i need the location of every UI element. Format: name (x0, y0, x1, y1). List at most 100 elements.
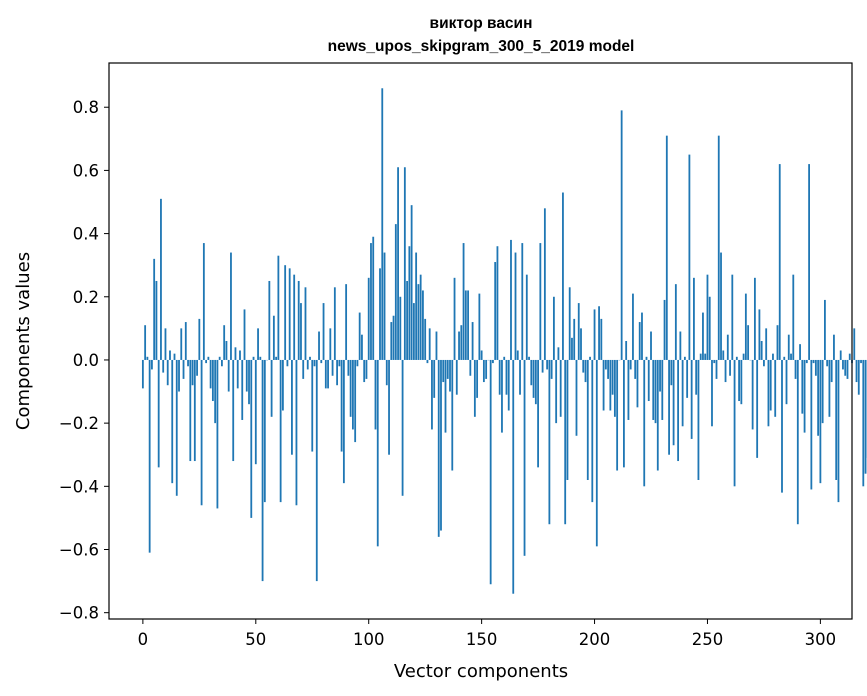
bar-273 (758, 309, 761, 360)
bar-119 (410, 205, 413, 360)
bar-224 (647, 359, 650, 402)
bar-295 (808, 164, 810, 360)
bar-304 (828, 359, 831, 417)
bar-70 (300, 303, 302, 360)
bar-306 (833, 334, 835, 360)
bar-280 (774, 359, 777, 417)
bar-94 (354, 359, 357, 443)
bar-301 (821, 359, 824, 424)
bar-110 (390, 322, 393, 360)
bar-120 (412, 303, 415, 360)
bar-84 (331, 359, 334, 376)
bar-216 (629, 359, 632, 370)
bar-234 (670, 359, 673, 386)
bar-308 (837, 359, 840, 503)
bar-179 (546, 359, 549, 370)
bar-114 (399, 296, 402, 360)
bar-266 (742, 353, 745, 360)
bar-220 (638, 322, 641, 360)
bar-253 (713, 359, 716, 364)
bar-262 (733, 359, 736, 487)
y-tick-label: 0.8 (73, 98, 99, 117)
bar-76 (313, 359, 316, 367)
bar-194 (580, 328, 582, 360)
bar-243 (690, 359, 693, 439)
bar-180 (548, 359, 551, 525)
bar-116 (403, 167, 406, 360)
bar-124 (422, 290, 424, 360)
bar-126 (426, 359, 429, 364)
bar-52 (259, 356, 262, 360)
bar-107 (383, 252, 386, 360)
bar-227 (654, 359, 657, 424)
bar-170 (525, 274, 528, 360)
bar-232 (665, 135, 668, 360)
bar-134 (444, 359, 447, 433)
bar-32 (214, 359, 217, 424)
bar-247 (699, 353, 702, 360)
bar-112 (394, 224, 397, 360)
bar-318 (860, 359, 862, 364)
bar-188 (566, 359, 569, 480)
bar-178 (543, 208, 546, 360)
bar-299 (817, 359, 820, 436)
bar-66 (291, 359, 293, 455)
bar-316 (855, 359, 858, 383)
bar-236 (674, 284, 677, 360)
bar-167 (519, 359, 521, 395)
bar-139 (455, 359, 458, 395)
bar-4 (151, 359, 153, 370)
bar-233 (668, 359, 670, 455)
bar-106 (381, 88, 384, 360)
bar-88 (340, 359, 343, 452)
bar-90 (345, 284, 348, 360)
bar-292 (801, 359, 804, 414)
bar-92 (349, 359, 352, 417)
bar-62 (281, 359, 284, 411)
bar-259 (726, 334, 729, 360)
plot-area-frame (108, 62, 853, 620)
bar-272 (756, 359, 759, 458)
bar-241 (686, 359, 689, 398)
bar-249 (704, 353, 707, 360)
bar-315 (853, 328, 856, 360)
bar-34 (218, 356, 221, 360)
bar-21 (189, 359, 192, 462)
bar-18 (182, 359, 185, 379)
bar-130 (435, 331, 438, 360)
bar-91 (347, 359, 350, 376)
bar-36 (223, 325, 226, 360)
bar-61 (279, 359, 282, 503)
bar-54 (263, 359, 266, 503)
y-axis-ticks: −0.8 −0.6 −0.4 −0.2 0.0 0.2 0.4 0.6 0.8 (59, 98, 109, 623)
bar-17 (180, 328, 183, 360)
x-tick-label: 300 (805, 630, 837, 649)
bar-5 (153, 258, 156, 360)
bar-240 (683, 356, 686, 360)
bar-27 (202, 243, 205, 360)
bar-214 (625, 341, 628, 360)
bar-141 (460, 325, 463, 360)
bar-75 (311, 359, 314, 452)
bar-206 (607, 359, 609, 379)
bar-210 (616, 359, 619, 471)
bar-175 (537, 359, 539, 468)
bar-136 (449, 359, 451, 392)
bar-223 (645, 356, 648, 360)
bar-49 (252, 356, 255, 360)
bar-162 (507, 359, 510, 411)
bar-203 (600, 318, 603, 360)
bar-237 (677, 359, 680, 462)
bar-137 (451, 359, 454, 471)
bar-290 (796, 359, 799, 525)
bar-200 (593, 309, 596, 360)
bar-278 (769, 359, 772, 411)
bar-28 (205, 359, 208, 364)
y-tick-label: −0.8 (59, 604, 99, 623)
bar-51 (257, 328, 259, 360)
bar-176 (539, 243, 542, 360)
bar-59 (275, 356, 278, 360)
bar-69 (297, 280, 300, 360)
bar-133 (442, 359, 445, 383)
bar-275 (763, 359, 765, 367)
